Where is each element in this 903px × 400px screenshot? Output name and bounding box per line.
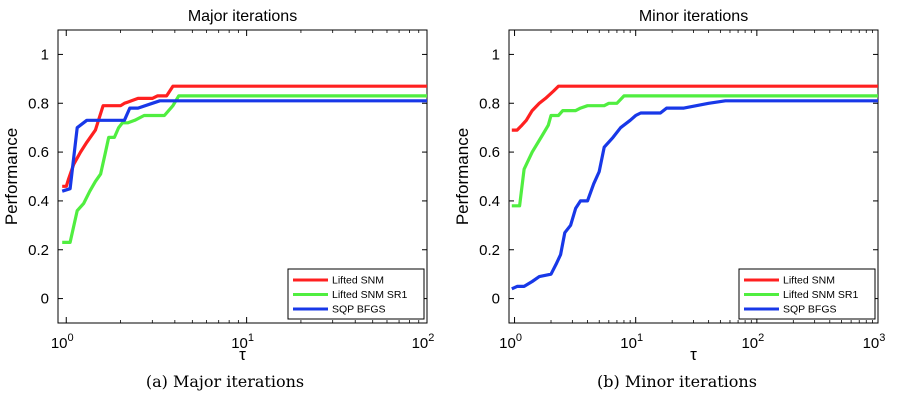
x-axis-label: τ bbox=[239, 345, 246, 364]
x-tick-label: 100 bbox=[51, 332, 74, 352]
x-tick-label: 103 bbox=[863, 332, 886, 352]
y-axis-label: Performance bbox=[2, 128, 21, 225]
legend-label: Lifted SNM SR1 bbox=[332, 289, 407, 301]
y-tick-label: 0.8 bbox=[479, 95, 500, 112]
chart-minor-iterations: Minor iterations 0 0.2 0.4 0.6 0.8 1 100 101 102 1… bbox=[453, 8, 886, 364]
y-tick-label: 1 bbox=[492, 46, 500, 63]
series-line-0 bbox=[511, 84, 878, 132]
y-tick-label: 0.2 bbox=[28, 242, 49, 259]
caption-minor: (b) Minor iterations bbox=[597, 372, 757, 391]
x-tick-label: 102 bbox=[741, 332, 764, 352]
x-tick-label: 100 bbox=[499, 332, 522, 352]
y-tick-label: 0.2 bbox=[479, 242, 500, 259]
legend-label: SQP BFGS bbox=[783, 304, 837, 316]
x-tick-label: 101 bbox=[620, 332, 643, 352]
y-tick-label: 0.4 bbox=[28, 193, 49, 210]
y-tick-label: 0.4 bbox=[479, 193, 500, 210]
axes-box bbox=[57, 29, 428, 324]
y-tick-label: 0 bbox=[492, 291, 500, 308]
y-tick-label: 0.6 bbox=[28, 144, 49, 161]
y-tick-label: 0 bbox=[41, 291, 49, 308]
x-axis-label: τ bbox=[690, 345, 697, 364]
plot-title: Major iterations bbox=[188, 8, 297, 25]
y-axis-label: Performance bbox=[453, 128, 472, 225]
panel-minor-iterations: Minor iterations 0 0.2 0.4 0.6 0.8 1 100 101 102 1… bbox=[452, 0, 902, 400]
series-line-1 bbox=[511, 94, 878, 208]
series-line-1 bbox=[62, 94, 427, 244]
x-tick-label: 101 bbox=[231, 332, 254, 352]
y-tick-label: 0.6 bbox=[479, 144, 500, 161]
x-tick-label: 102 bbox=[412, 332, 435, 352]
chart-major-iterations: Major iterations 0 0.2 0.4 0.6 0.8 1 100 101 102 τ… bbox=[2, 8, 435, 364]
legend-label: Lifted SNM bbox=[332, 275, 384, 287]
legend-label: SQP BFGS bbox=[332, 304, 386, 316]
series-line-2 bbox=[61, 99, 427, 193]
legend-label: Lifted SNM bbox=[783, 275, 835, 287]
series-line-2 bbox=[511, 99, 878, 291]
legend-label: Lifted SNM SR1 bbox=[783, 289, 858, 301]
caption-major: (a) Major iterations bbox=[145, 372, 305, 391]
panel-major-iterations: Major iterations 0 0.2 0.4 0.6 0.8 1 100 101 102 τ… bbox=[0, 0, 450, 400]
y-tick-label: 1 bbox=[41, 46, 49, 63]
y-tick-label: 0.8 bbox=[28, 95, 49, 112]
plot-title: Minor iterations bbox=[639, 8, 748, 25]
